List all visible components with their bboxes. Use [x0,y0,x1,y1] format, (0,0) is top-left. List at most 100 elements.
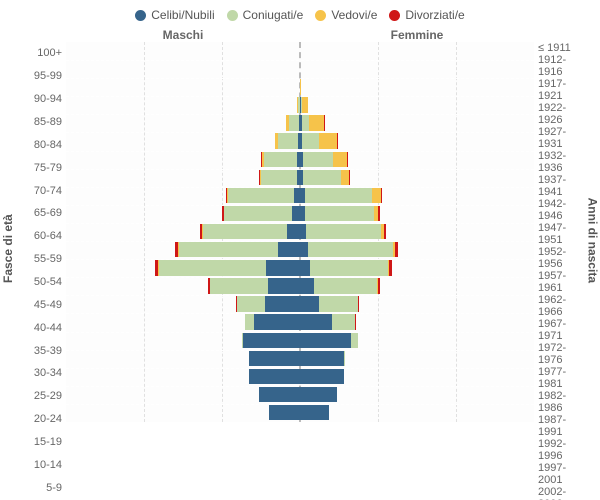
bar-stack [300,260,447,275]
female-half [300,313,534,331]
bar-stack [116,260,300,275]
male-half [66,60,300,78]
bar-segment-coniug [210,278,269,293]
female-half [300,332,534,350]
bar-stack [191,351,300,366]
bar-segment-coniug [351,333,359,348]
bar-segment-celibi [278,242,300,257]
bar-segment-coniug [310,260,388,275]
bar-segment-divorz [378,278,380,293]
bar-segment-celibi [300,278,314,293]
pyramid-row [66,386,534,404]
bar-stack [224,133,300,148]
bar-segment-divorz [395,242,398,257]
bar-segment-divorz [358,296,359,311]
birth-years-label: 1957-1961 [534,270,590,294]
female-half [300,223,534,241]
male-half [66,96,300,114]
birth-years-label: 1992-1996 [534,438,590,462]
bar-stack [165,206,300,221]
bar-segment-divorz [384,224,386,239]
bar-segment-vedovi [300,79,301,94]
bar-stack [300,61,304,76]
birth-years-label: 1962-1966 [534,294,590,318]
pyramid-row [66,187,534,205]
bar-segment-vedovi [333,152,347,167]
bar-segment-celibi [249,351,300,366]
female-half [300,60,534,78]
bar-segment-coniug [159,260,266,275]
age-group-label: 85-89 [10,111,66,134]
age-group-label: 65-69 [10,202,66,225]
age-group-label: 80-84 [10,133,66,156]
bar-segment-divorz [381,188,382,203]
bar-stack [300,97,344,112]
bar-segment-celibi [300,242,308,257]
age-group-label: 100+ [10,42,66,65]
female-half [300,259,534,277]
female-half [300,114,534,132]
female-half [300,42,534,60]
bar-stack [300,333,417,348]
pyramid-row [66,223,534,241]
bar-stack [178,296,300,311]
age-group-label: 10-14 [10,453,66,476]
bar-stack [183,333,300,348]
bar-segment-vedovi [309,115,324,130]
pyramid-row [66,205,534,223]
legend-dot-icon [227,10,238,21]
bar-segment-celibi [300,333,351,348]
female-half [300,78,534,96]
female-half [300,386,534,404]
bar-stack [186,314,300,329]
bar-segment-vedovi [372,188,381,203]
pyramid-row [66,114,534,132]
male-half [66,114,300,132]
legend-dot-icon [389,10,400,21]
bar-segment-celibi [300,260,310,275]
age-group-label: 45-49 [10,293,66,316]
pyramid-row [66,78,534,96]
bar-stack [300,296,418,311]
birth-years-label: 1997-2001 [534,462,590,486]
pyramid-row [66,259,534,277]
bar-segment-celibi [269,405,300,420]
birth-years-label: 1937-1941 [534,174,590,198]
bar-segment-celibi [292,206,300,221]
gender-headers: Maschi Femmine [10,28,590,42]
male-half [66,151,300,169]
pyramid-row [66,368,534,386]
age-group-label: 40-44 [10,316,66,339]
birth-years-label: 2002-2006 [534,486,590,500]
bar-stack [205,152,300,167]
birth-years-label: 1952-1956 [534,246,590,270]
legend-label: Vedovi/e [331,8,377,22]
female-half [300,350,534,368]
female-half [300,96,534,114]
age-group-label: 90-94 [10,88,66,111]
bar-stack [203,170,301,185]
bar-stack [168,188,300,203]
bar-stack [300,369,401,384]
bar-stack [300,170,408,185]
age-group-label: 95-99 [10,65,66,88]
pyramid-row [66,332,534,350]
male-half [66,205,300,223]
bar-stack [300,224,442,239]
bar-segment-celibi [300,405,329,420]
legend: Celibi/NubiliConiugati/eVedovi/eDivorzia… [10,8,590,22]
bar-segment-celibi [265,296,300,311]
bar-stack [153,278,300,293]
bar-stack [191,369,300,384]
bar-segment-coniug [228,188,294,203]
pyramid-row [66,42,534,60]
age-group-label: 75-79 [10,156,66,179]
bar-stack [300,115,376,130]
age-group-label: 20-24 [10,408,66,431]
bar-segment-coniug [302,133,319,148]
bar-segment-coniug [237,296,266,311]
bar-segment-coniug [305,188,372,203]
bar-stack [300,152,406,167]
bar-segment-celibi [268,278,300,293]
female-half [300,187,534,205]
